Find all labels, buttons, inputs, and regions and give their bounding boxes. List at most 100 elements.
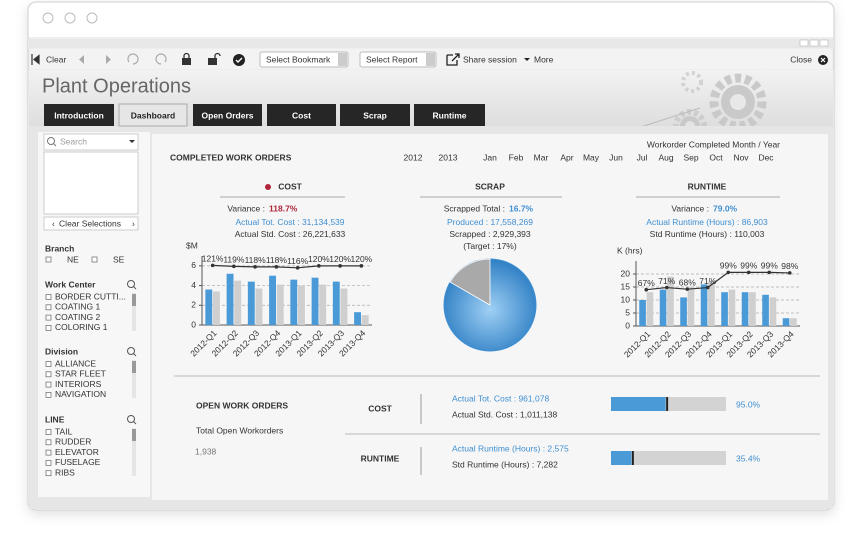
checkbox[interactable]	[45, 381, 52, 388]
month-option[interactable]: Feb	[509, 152, 524, 162]
check-icon[interactable]	[233, 54, 245, 66]
scroll-thumb[interactable]	[132, 361, 136, 373]
bar	[319, 284, 327, 325]
tab-label[interactable]: Scrap	[363, 110, 387, 120]
checkbox[interactable]	[45, 361, 52, 367]
year-option[interactable]: 2012	[404, 152, 423, 162]
month-option[interactable]: Dec	[758, 152, 774, 162]
month-option[interactable]: Jan	[483, 152, 497, 162]
checkbox[interactable]	[45, 304, 52, 311]
kpi-variance: 16.7%	[509, 203, 534, 213]
nav-prev[interactable]: ‹	[52, 218, 55, 228]
month-option[interactable]: Apr	[560, 152, 573, 162]
share-icon[interactable]	[446, 53, 460, 66]
filter-item[interactable]: COATING 1	[55, 302, 100, 312]
month-option[interactable]: Jul	[637, 152, 648, 162]
filter-item[interactable]: ALLIANCE	[55, 358, 96, 368]
bookmark-select[interactable]	[259, 51, 349, 68]
bar	[680, 297, 687, 326]
kpi-line: (Target : 17%)	[463, 241, 517, 251]
y-tick-label: 10	[621, 294, 631, 304]
filter-item[interactable]: COATING 2	[55, 312, 100, 322]
filter-search[interactable]	[127, 415, 135, 423]
row-line: Actual Runtime (Hours) : 2,575	[452, 443, 569, 453]
tab[interactable]	[44, 104, 114, 126]
tab[interactable]	[414, 104, 485, 126]
tab-label[interactable]: Introduction	[54, 110, 104, 120]
filter-item[interactable]: NE	[67, 254, 79, 264]
checkbox[interactable]	[45, 325, 52, 331]
window-dot[interactable]	[86, 12, 98, 24]
scroll-thumb[interactable]	[132, 429, 136, 441]
tab-label[interactable]: Open Orders	[202, 110, 254, 120]
filter-item[interactable]: COLORING 1	[55, 322, 108, 332]
clear-icon[interactable]	[31, 54, 40, 65]
filter-item[interactable]: FUSELAGE	[55, 457, 101, 467]
month-option[interactable]: Aug	[658, 152, 673, 162]
tab[interactable]	[340, 104, 410, 126]
more-button[interactable]: More	[534, 54, 554, 64]
unlock-icon[interactable]	[208, 58, 217, 65]
window-button[interactable]	[799, 39, 809, 47]
row-label: COST	[368, 403, 392, 413]
clear-button[interactable]: Clear	[46, 54, 66, 64]
month-option[interactable]: Nov	[733, 152, 749, 162]
filter-item[interactable]: SE	[113, 254, 125, 264]
report-select[interactable]	[359, 51, 437, 68]
undo-redo[interactable]	[127, 53, 167, 65]
point-label: 99%	[740, 261, 757, 271]
checkbox[interactable]	[45, 449, 52, 456]
filter-item[interactable]: STAR FLEET	[55, 369, 106, 379]
filter-item[interactable]: ELEVATOR	[55, 447, 99, 457]
bar	[205, 289, 213, 325]
checkbox[interactable]	[45, 470, 52, 477]
month-option[interactable]: Sep	[683, 152, 698, 162]
checkbox[interactable]	[45, 439, 52, 446]
month-option[interactable]: Mar	[534, 152, 549, 162]
filter-search[interactable]	[127, 347, 135, 355]
lock-icon[interactable]	[182, 58, 191, 65]
scroll-thumb[interactable]	[132, 294, 136, 306]
share-button[interactable]: Share session	[463, 54, 517, 64]
tab[interactable]	[193, 104, 262, 126]
window-dot[interactable]	[64, 12, 76, 24]
point-label: 120%	[351, 254, 373, 264]
checkbox[interactable]	[45, 314, 52, 321]
window-button[interactable]	[819, 39, 829, 47]
checkbox[interactable]	[45, 429, 52, 435]
tab-label[interactable]: Runtime	[433, 110, 467, 120]
year-option[interactable]: 2013	[439, 152, 458, 162]
tab-label[interactable]: Dashboard	[131, 110, 175, 120]
checkbox[interactable]	[45, 460, 52, 466]
checkbox[interactable]	[45, 371, 52, 378]
month-option[interactable]: Jun	[609, 152, 623, 162]
point-label: 98%	[781, 261, 798, 271]
search-box[interactable]	[43, 133, 139, 151]
check-mark	[235, 57, 243, 63]
month-option[interactable]: Oct	[709, 152, 723, 162]
filter-item[interactable]: TAIL	[55, 426, 73, 436]
checkbox[interactable]	[45, 392, 52, 398]
tab-label[interactable]: Cost	[292, 110, 311, 120]
filter-item[interactable]: RUDDER	[55, 437, 91, 447]
period-label: Workorder Completed Month / Year	[647, 139, 780, 149]
close-button[interactable]: Close	[790, 54, 812, 64]
checkbox[interactable]	[91, 256, 98, 263]
checkbox[interactable]	[45, 256, 52, 263]
tab[interactable]	[118, 103, 188, 127]
filter-search[interactable]	[127, 280, 135, 288]
nav-next[interactable]: ›	[132, 218, 135, 228]
window-button[interactable]	[809, 39, 819, 47]
tab[interactable]	[267, 104, 336, 126]
point-label: 120%	[329, 254, 351, 264]
filter-item[interactable]: BORDER CUTTI...	[55, 291, 126, 301]
window-dot[interactable]	[42, 12, 54, 24]
bar	[659, 289, 667, 326]
month-option[interactable]: May	[583, 152, 600, 162]
clear-selections[interactable]: Clear Selections	[59, 218, 121, 228]
filter-item[interactable]: INTERIORS	[55, 379, 102, 389]
filter-item[interactable]: RIBS	[55, 467, 75, 477]
checkbox[interactable]	[45, 294, 52, 300]
filter-item[interactable]: NAVIGATION	[55, 389, 106, 399]
y-tick-label: 0	[625, 320, 630, 330]
